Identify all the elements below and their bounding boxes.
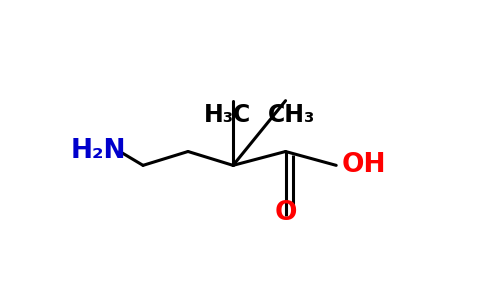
Text: OH: OH [342, 152, 386, 178]
Text: O: O [274, 200, 297, 226]
Text: H₂N: H₂N [70, 139, 126, 164]
Text: H₃C: H₃C [204, 103, 251, 127]
Text: CH₃: CH₃ [268, 103, 315, 127]
